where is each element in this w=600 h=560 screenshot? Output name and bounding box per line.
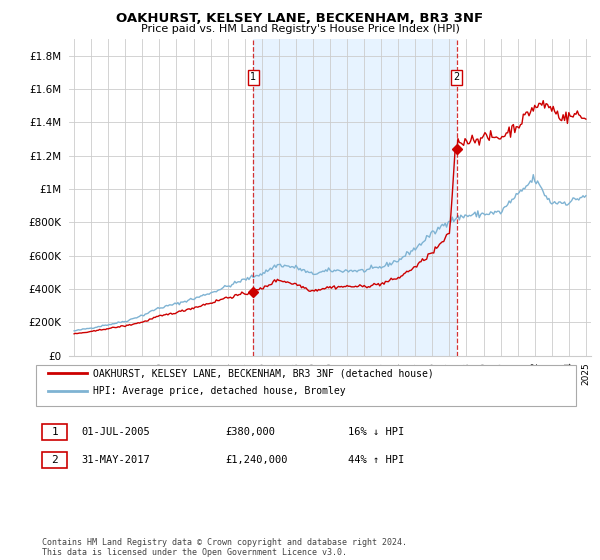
Text: Contains HM Land Registry data © Crown copyright and database right 2024.
This d: Contains HM Land Registry data © Crown c… <box>42 538 407 557</box>
Text: 1: 1 <box>51 427 58 437</box>
Text: OAKHURST, KELSEY LANE, BECKENHAM, BR3 3NF: OAKHURST, KELSEY LANE, BECKENHAM, BR3 3N… <box>116 12 484 25</box>
Text: 16% ↓ HPI: 16% ↓ HPI <box>348 427 404 437</box>
Text: 01-JUL-2005: 01-JUL-2005 <box>81 427 150 437</box>
Text: Price paid vs. HM Land Registry's House Price Index (HPI): Price paid vs. HM Land Registry's House … <box>140 24 460 34</box>
Text: 31-MAY-2017: 31-MAY-2017 <box>81 455 150 465</box>
Text: 2: 2 <box>51 455 58 465</box>
Text: 1: 1 <box>250 72 256 82</box>
Text: OAKHURST, KELSEY LANE, BECKENHAM, BR3 3NF (detached house): OAKHURST, KELSEY LANE, BECKENHAM, BR3 3N… <box>93 368 434 378</box>
Text: 44% ↑ HPI: 44% ↑ HPI <box>348 455 404 465</box>
Text: £1,240,000: £1,240,000 <box>225 455 287 465</box>
Bar <box>253 39 457 356</box>
Text: £380,000: £380,000 <box>225 427 275 437</box>
Text: 2: 2 <box>454 72 460 82</box>
Text: HPI: Average price, detached house, Bromley: HPI: Average price, detached house, Brom… <box>93 386 346 396</box>
